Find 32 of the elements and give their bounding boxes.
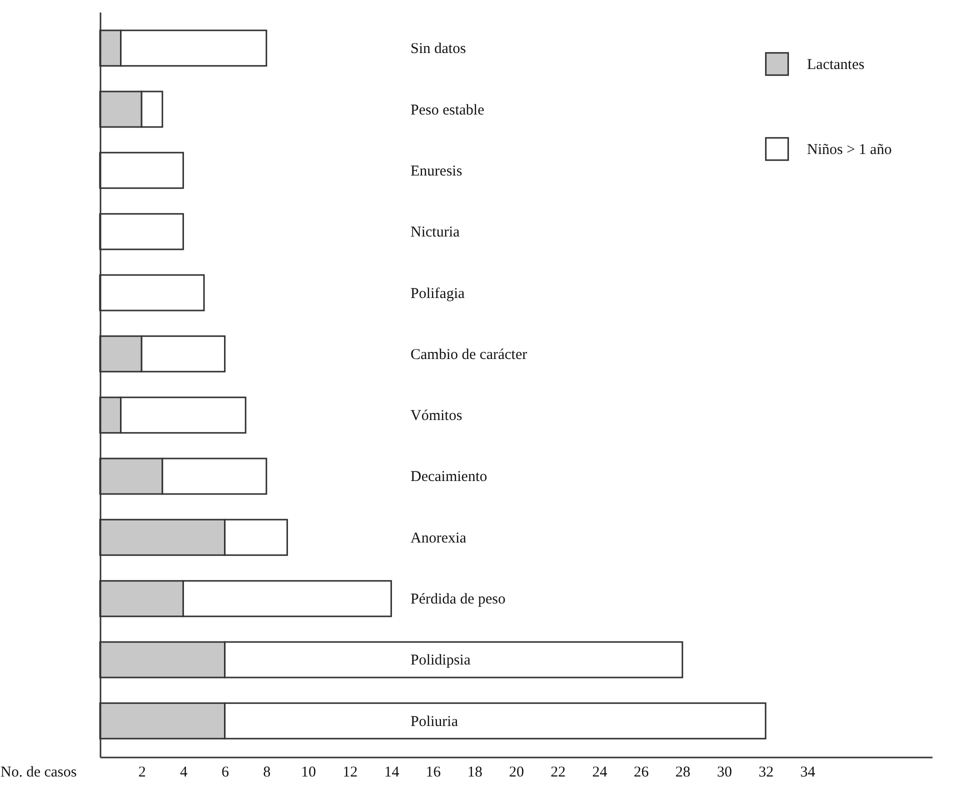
y-tick-label: Peso estable <box>410 102 485 118</box>
y-tick-label: Vómitos <box>410 408 462 424</box>
y-tick-label: Sin datos <box>410 41 466 58</box>
y-tick-label: Nicturia <box>410 224 460 241</box>
x-axis-title: No. de casos <box>0 764 77 780</box>
y-tick-label: Cambio de carácter <box>410 346 528 363</box>
y-tick-label: Enuresis <box>410 163 462 180</box>
x-tick-label: 32 <box>758 764 774 780</box>
y-tick-label: Polifagia <box>410 286 465 302</box>
x-tick-label: 8 <box>263 764 271 780</box>
legend-label: Niños > 1 año <box>807 142 892 158</box>
y-tick-label: Decaimiento <box>410 469 488 486</box>
x-tick-label: 24 <box>592 764 608 780</box>
x-tick-label: 16 <box>426 764 442 780</box>
x-tick-label: 10 <box>301 764 316 780</box>
x-tick-label: 2 <box>138 764 146 780</box>
y-tick-label: Poliuria <box>410 714 458 730</box>
legend-label: Lactantes <box>807 57 865 73</box>
x-tick-label: 22 <box>550 764 566 780</box>
x-tick-label: 12 <box>342 764 358 780</box>
x-tick-label: 20 <box>509 764 524 780</box>
x-tick-label: 28 <box>675 764 690 780</box>
y-tick-label: Pérdida de peso <box>410 592 506 608</box>
x-tick-label: 18 <box>467 764 482 780</box>
x-tick-label: 26 <box>634 764 650 780</box>
y-tick-label: Anorexia <box>410 530 467 546</box>
x-tick-label: 4 <box>180 764 188 780</box>
y-tick-label: Polidipsia <box>410 652 471 669</box>
x-tick-label: 34 <box>800 764 816 780</box>
x-tick-label: 30 <box>717 764 732 780</box>
x-tick-label: 14 <box>384 764 400 780</box>
x-tick-label: 6 <box>222 764 230 780</box>
